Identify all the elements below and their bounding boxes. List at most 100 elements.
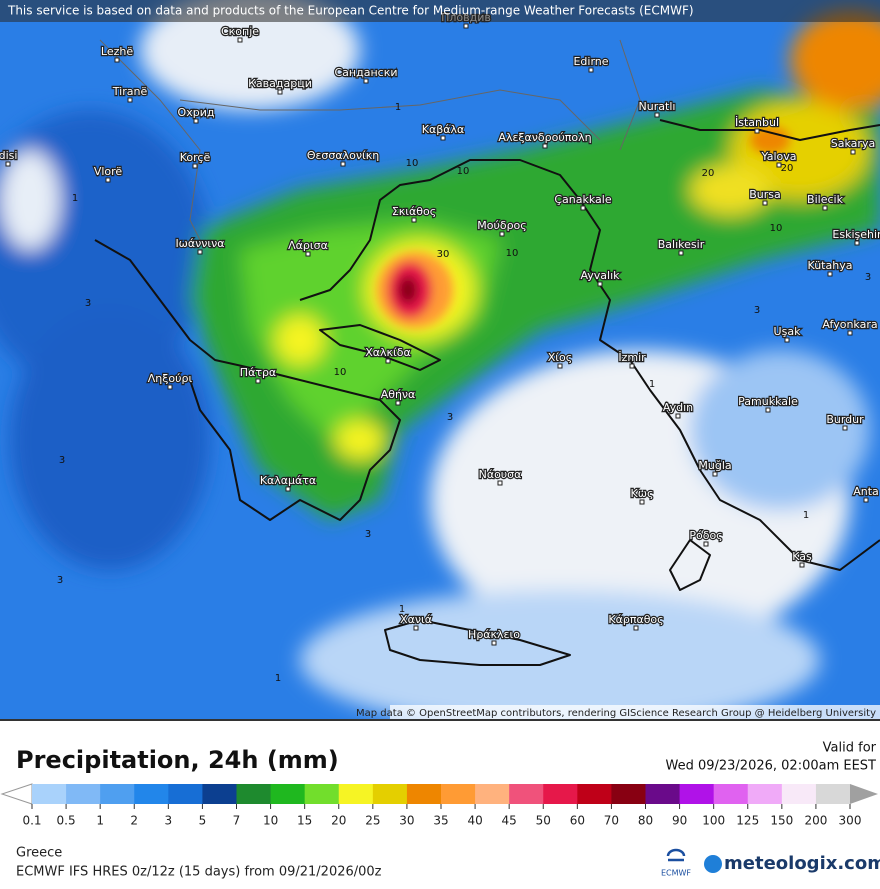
colorbar-label: 0.1 — [22, 814, 41, 828]
color-box — [372, 784, 408, 804]
contour-labels: 1 3 3 3 10 10 30 10 10 3 1 20 20 10 3 1 1 3 1 3 1 — [57, 102, 871, 684]
contour-label: 3 — [447, 412, 453, 423]
notice-bar — [0, 0, 880, 22]
place-label: Aydın — [663, 401, 693, 414]
color-box — [645, 784, 681, 804]
place-label: Κάρπαθος — [608, 613, 663, 626]
place-dot — [850, 149, 856, 155]
place-label: İzmir — [618, 351, 646, 364]
place-dot — [127, 97, 133, 103]
place-label: Kütahya — [808, 259, 853, 272]
place-dot — [192, 163, 198, 169]
brand-mark — [704, 855, 722, 873]
contour-label: 1 — [649, 379, 655, 390]
place-label: Кавадарци — [248, 77, 312, 90]
place-dot — [285, 486, 291, 492]
place-label: Korçë — [180, 151, 211, 164]
place-label: Balıkesir — [658, 238, 705, 251]
place-labels: ПловдивСкопјеLezhëEdirneTiranëКавадарциС… — [0, 10, 880, 646]
place-dot — [822, 205, 828, 211]
contour-label: 1 — [399, 604, 405, 615]
contour-label: 20 — [702, 168, 715, 179]
color-box — [747, 784, 783, 804]
valid-label: Valid for — [823, 741, 877, 756]
place-label: Uşak — [774, 325, 802, 338]
place-label: İstanbul — [735, 116, 779, 129]
place-dot — [255, 378, 261, 384]
place-dot — [712, 471, 718, 477]
place-label: Αθήνα — [381, 388, 416, 401]
place-label: Lezhë — [101, 45, 133, 58]
place-dot — [340, 161, 346, 167]
place-dot — [776, 162, 782, 168]
place-dot — [557, 363, 563, 369]
place-dot — [842, 425, 848, 431]
place-dot — [363, 78, 369, 84]
color-box — [304, 784, 340, 804]
colorbar-label: 50 — [536, 814, 551, 828]
place-label: Burdur — [826, 413, 864, 426]
place-label: Edirne — [573, 55, 608, 68]
contour-label: 3 — [57, 575, 63, 586]
contour-label: 20 — [781, 163, 794, 174]
place-dot — [863, 497, 869, 503]
contour-label: 1 — [72, 193, 78, 204]
brand-text: meteologix.com — [724, 853, 880, 874]
color-box — [441, 784, 476, 804]
color-box — [577, 784, 612, 804]
place-label: Καλαμάτα — [260, 474, 316, 487]
precip-core — [377, 126, 790, 328]
place-dot — [799, 562, 805, 568]
color-box — [202, 784, 237, 804]
contour-label: 30 — [437, 249, 450, 260]
colorbar-label: 100 — [702, 814, 725, 828]
place-label: Kaş — [792, 550, 812, 563]
colorbar-label: 45 — [502, 814, 517, 828]
place-label: Nuratlı — [639, 100, 676, 113]
contour-label: 3 — [85, 298, 91, 309]
colorbar-label: 2 — [130, 814, 138, 828]
place-dot — [385, 358, 391, 364]
color-box — [543, 784, 578, 804]
place-label: Çanakkale — [554, 193, 611, 206]
place-dot — [440, 135, 446, 141]
colorbar-label: 35 — [433, 814, 448, 828]
place-dot — [765, 407, 771, 413]
place-label: Ληξούρι — [148, 372, 193, 385]
place-dot — [639, 499, 645, 505]
place-label: Anta — [853, 485, 879, 498]
place-dot — [413, 625, 419, 631]
place-label: Сандански — [335, 66, 398, 79]
place-label: Muğla — [698, 459, 731, 472]
colorbar-label: 300 — [839, 814, 862, 828]
place-label: Χανιά — [400, 613, 432, 626]
place-dot — [237, 37, 243, 43]
color-box — [781, 784, 817, 804]
place-label: Καβάλα — [422, 123, 465, 136]
valid-time: Wed 09/23/2026, 02:00am EEST — [665, 759, 876, 774]
place-dot — [193, 118, 199, 124]
place-dot — [197, 249, 203, 255]
place-label: Pamukkale — [738, 395, 798, 408]
contour-label: 10 — [457, 166, 470, 177]
place-label: Πάτρα — [240, 366, 276, 379]
color-box — [270, 784, 306, 804]
place-dot — [277, 89, 283, 95]
place-dot — [629, 363, 635, 369]
place-label: Скопје — [221, 25, 259, 38]
color-box — [406, 784, 442, 804]
contour-label: 3 — [59, 455, 65, 466]
colorbar-label: 7 — [233, 814, 241, 828]
attribution-bar — [390, 705, 880, 720]
colorbar-label: 1 — [96, 814, 104, 828]
place-dot — [827, 271, 833, 277]
place-dot — [580, 205, 586, 211]
place-label: Vlorë — [94, 165, 123, 178]
place-label: Λάρισα — [288, 239, 328, 252]
place-label: Ρόδος — [689, 529, 722, 542]
color-box — [815, 784, 851, 804]
colorbar-label: 125 — [736, 814, 759, 828]
contour-label: 10 — [406, 158, 419, 169]
colorbar-label: 25 — [365, 814, 380, 828]
place-dot — [762, 200, 768, 206]
